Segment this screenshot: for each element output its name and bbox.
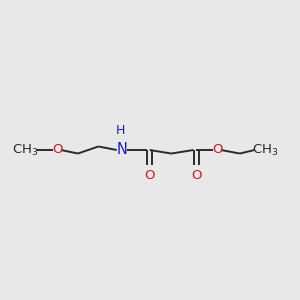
Text: O: O [212, 143, 222, 157]
Text: CH$_3$: CH$_3$ [252, 142, 278, 158]
Text: H: H [116, 124, 125, 137]
Text: O: O [145, 169, 155, 182]
Text: O: O [52, 143, 62, 157]
Text: CH$_3$: CH$_3$ [12, 142, 38, 158]
Text: O: O [191, 169, 202, 182]
Text: N: N [117, 142, 128, 158]
